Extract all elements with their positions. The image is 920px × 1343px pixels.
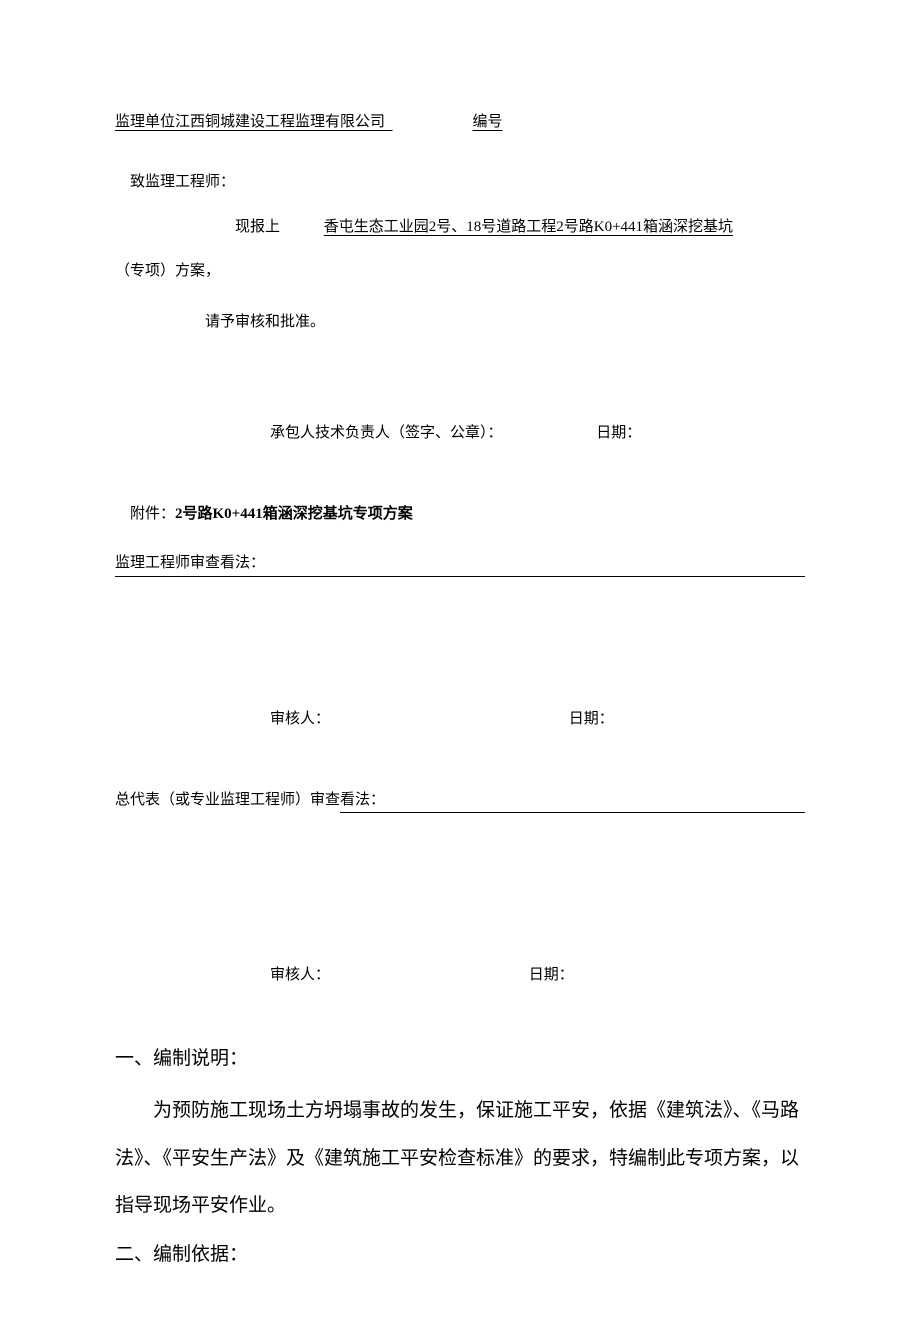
contractor-date-label: 日期： xyxy=(596,421,641,442)
contractor-sign-row: 承包人技术负责人（签字、公章）： 日期： xyxy=(115,421,805,442)
unit-label-text: 监理单位 xyxy=(115,114,175,130)
review1-header: 监理工程师审查看法： xyxy=(115,551,805,577)
review1-reviewer-label: 审核人： xyxy=(270,707,330,728)
submit-prefix: 现报上 xyxy=(235,209,280,247)
submit-line: 现报上 香屯生态工业园2号、18号道路工程2号路K0+441箱涵深挖基坑 xyxy=(115,209,805,247)
review2-sign-row: 审核人： 日期： xyxy=(115,963,805,984)
review2-reviewer-label: 审核人： xyxy=(270,963,330,984)
header-line: 监理单位江西铜城建设工程监理有限公司 编号 xyxy=(115,110,805,131)
plan-suffix: （专项）方案， xyxy=(115,253,805,291)
review1-date-label: 日期： xyxy=(569,707,614,728)
review2-date-label: 日期： xyxy=(529,963,574,984)
review1-sign-row: 审核人： 日期： xyxy=(115,707,805,728)
attachment-label: 附件： xyxy=(130,506,175,522)
section1-body: 为预防施工现场土方坍塌事故的发生，保证施工平安，依据《建筑法》、《马路法》、《平… xyxy=(115,1087,805,1230)
document-page: 监理单位江西铜城建设工程监理有限公司 编号 致监理工程师： 现报上 香屯生态工业… xyxy=(0,0,920,1343)
review2-header: 总代表（或专业监理工程师）审查看法： xyxy=(115,788,805,813)
unit-label: 监理单位江西铜城建设工程监理有限公司 xyxy=(115,114,389,130)
section2-title: 二、编制依据： xyxy=(115,1230,805,1279)
project-name: 香屯生态工业园2号、18号道路工程2号路K0+441箱涵深挖基坑 xyxy=(324,219,733,235)
attachment-content: 2号路K0+441箱涵深挖基坑专项方案 xyxy=(175,506,413,522)
header-spacer xyxy=(389,114,469,131)
section1-title: 一、编制说明： xyxy=(115,1034,805,1083)
contractor-sign-label: 承包人技术负责人（签字、公章）： xyxy=(270,421,503,442)
number-label: 编号 xyxy=(473,114,503,130)
company-name: 江西铜城建设工程监理有限公司 xyxy=(175,114,385,130)
attachment-line: 附件：2号路K0+441箱涵深挖基坑专项方案 xyxy=(130,502,805,523)
greeting: 致监理工程师： xyxy=(115,161,805,203)
approve-line: 请予审核和批准。 xyxy=(205,310,805,331)
